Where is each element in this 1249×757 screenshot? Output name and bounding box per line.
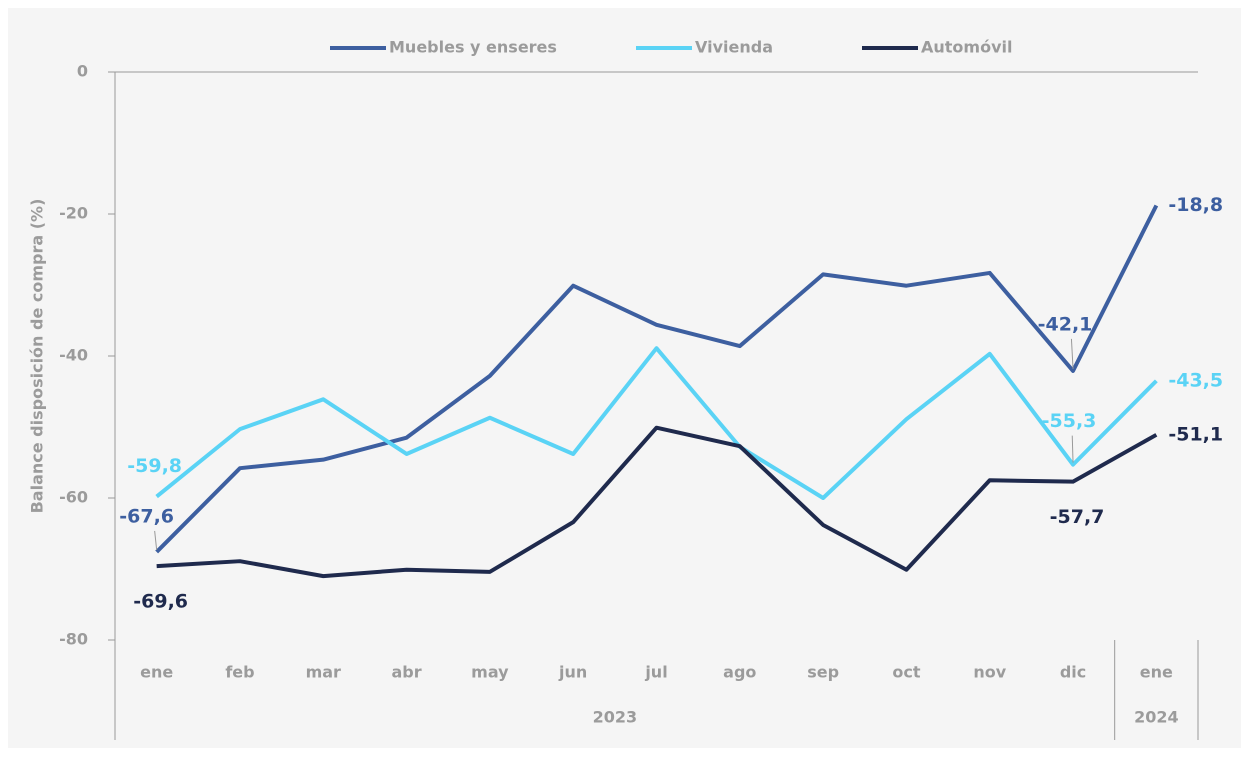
x-tick-label: jul (644, 663, 667, 682)
y-tick-label: -40 (59, 346, 88, 365)
leader-line (1071, 435, 1074, 463)
group-label: 2023 (593, 708, 638, 727)
value-label: -69,6 (133, 591, 188, 613)
legend-label: Vivienda (695, 38, 773, 57)
x-tick-label: nov (973, 663, 1006, 682)
x-tick-label: may (471, 663, 509, 682)
series-line (156, 425, 1158, 579)
legend-label: Automóvil (921, 38, 1012, 57)
value-label: -43,5 (1168, 369, 1223, 391)
value-label: -55,3 (1042, 410, 1097, 432)
x-tick-label: ago (723, 663, 756, 682)
value-label: -67,6 (119, 505, 174, 527)
y-tick-label: 0 (77, 62, 88, 81)
y-tick-label: -20 (59, 204, 88, 223)
y-axis-label: Balance disposición de compra (%) (28, 199, 47, 514)
x-tick-label: sep (807, 663, 839, 682)
y-tick-label: -80 (59, 630, 88, 649)
value-label: -42,1 (1038, 313, 1093, 335)
chart-background (8, 8, 1241, 748)
x-tick-label: mar (306, 663, 341, 682)
value-label: -59,8 (127, 455, 182, 477)
group-label: 2024 (1134, 708, 1179, 727)
leader-line (1070, 338, 1074, 369)
value-label: -57,7 (1050, 506, 1105, 528)
leader-line (154, 530, 158, 551)
series-line (155, 204, 1159, 554)
x-tick-label: dic (1060, 663, 1086, 682)
value-label: -51,1 (1168, 423, 1223, 445)
x-tick-label: ene (140, 663, 173, 682)
x-tick-label: abr (392, 663, 422, 682)
x-tick-label: oct (892, 663, 920, 682)
series-line (155, 346, 1158, 500)
x-tick-label: ene (1140, 663, 1173, 682)
x-tick-label: feb (225, 663, 254, 682)
y-tick-label: -60 (59, 488, 88, 507)
legend-label: Muebles y enseres (389, 38, 557, 57)
value-label: -18,8 (1168, 194, 1223, 216)
x-tick-label: jun (558, 663, 587, 682)
